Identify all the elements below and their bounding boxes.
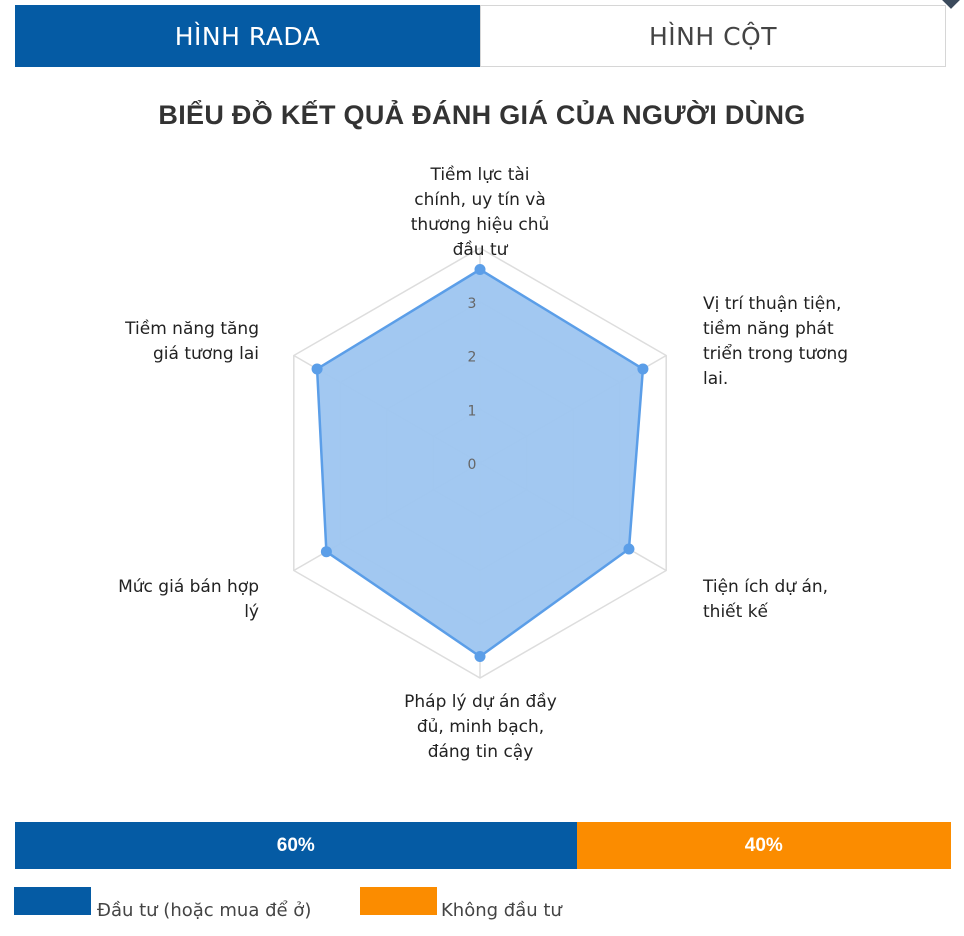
- chart-title: BIỂU ĐỒ KẾT QUẢ ĐÁNH GIÁ CỦA NGƯỜI DÙNG: [158, 100, 806, 130]
- radar-tick-label: 0: [468, 457, 477, 473]
- radar-data-point: [623, 543, 635, 555]
- radar-axis-label-line: Tiềm lực tài: [430, 165, 530, 185]
- radar-axis-label-line: lai.: [703, 369, 729, 389]
- radar-axis-label-line: Pháp lý dự án đầy: [404, 692, 557, 712]
- radar-axis-label-line: thiết kế: [703, 602, 768, 622]
- radar-chart: 0 1 2 3: [293, 247, 667, 679]
- radar-data-point: [311, 363, 323, 375]
- tab-column-chart[interactable]: HÌNH CỘT: [480, 5, 946, 67]
- radar-axis-label-line: chính, uy tín và: [414, 190, 546, 210]
- radar-axis-label-line: đáng tin cậy: [427, 742, 534, 762]
- legend-invest-swatch: [14, 887, 91, 915]
- radar-tick-label: 1: [468, 403, 477, 419]
- radar-data-point: [637, 363, 649, 375]
- chart-tabs: HÌNH RADA HÌNH CỘT: [15, 5, 946, 67]
- radar-data-point: [320, 546, 332, 558]
- radar-axis-label-line: Tiện ích dự án,: [703, 577, 829, 597]
- radar-axis-label: Tiềm lực tài chính, uy tín và thương hiệu …: [380, 163, 580, 263]
- radar-axis-label-line: Tiềm năng tăng: [125, 319, 259, 339]
- radar-axis-label-line: giá tương lai: [152, 344, 259, 364]
- radar-axis-label: Mức giá bán hợp lý: [48, 575, 259, 625]
- radar-axis-label-line: đủ, minh bạch,: [416, 717, 545, 737]
- invest-ratio-segment: 60%: [15, 822, 577, 869]
- radar-axis-label-line: triển trong tương: [703, 344, 849, 364]
- radar-axis-label: Tiềm năng tăng giá tương lai: [48, 317, 259, 367]
- legend-not-invest-label: Không đầu tư: [441, 900, 562, 921]
- legend-invest-label: Đầu tư (hoặc mua để ở): [97, 900, 312, 921]
- radar-tick-label: 3: [468, 296, 477, 312]
- radar-tick-label: 2: [468, 350, 477, 366]
- radar-axis-label-line: lý: [244, 602, 259, 622]
- radar-data-point: [474, 264, 486, 275]
- legend-not-invest-swatch: [360, 887, 437, 915]
- not-invest-ratio-segment: 40%: [576, 822, 951, 869]
- radar-axis-label-line: Mức giá bán hợp: [118, 577, 259, 597]
- tab-radar-chart[interactable]: HÌNH RADA: [15, 5, 480, 67]
- radar-axis-label-line: thương hiệu chủ: [410, 215, 550, 235]
- radar-axis-label: Vị trí thuận tiện, tiềm năng phát triển tr…: [703, 292, 923, 392]
- radar-axis-label-line: Vị trí thuận tiện,: [703, 294, 842, 314]
- radar-axis-label-line: đầu tư: [452, 240, 508, 260]
- radar-axis-label: Tiện ích dự án, thiết kế: [703, 575, 923, 625]
- radar-data-point: [474, 651, 486, 662]
- radar-data-area: [315, 268, 645, 658]
- radar-axis-label: Pháp lý dự án đầy đủ, minh bạch, đáng tin …: [368, 690, 593, 765]
- radar-axis-label-line: tiềm năng phát: [703, 319, 834, 339]
- invest-ratio-bar: 60% 40%: [15, 822, 951, 869]
